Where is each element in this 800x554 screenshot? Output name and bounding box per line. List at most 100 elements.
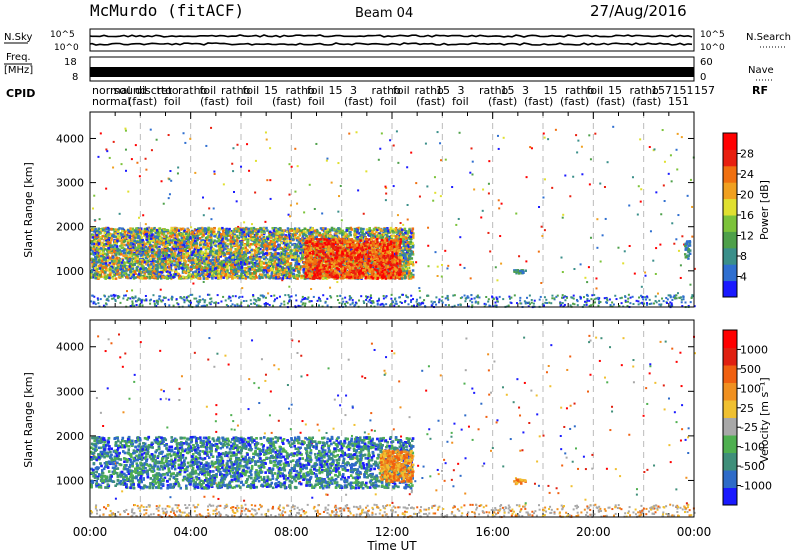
data-point	[639, 302, 642, 305]
cpid-item: foil	[243, 84, 260, 97]
data-point	[132, 257, 136, 260]
data-point	[458, 131, 461, 134]
data-point	[675, 294, 678, 297]
ytick-label: 4000	[56, 132, 84, 145]
data-point	[238, 256, 241, 260]
data-point	[282, 239, 286, 243]
data-point	[131, 302, 134, 305]
data-point	[255, 304, 258, 307]
data-point	[243, 269, 247, 272]
data-point	[465, 297, 468, 300]
data-point	[199, 272, 202, 276]
data-point	[487, 298, 490, 301]
data-point	[357, 226, 361, 230]
data-point	[415, 261, 418, 264]
data-point	[302, 302, 305, 305]
data-point	[248, 169, 251, 172]
data-point	[537, 250, 540, 253]
data-point	[599, 301, 602, 304]
data-point	[142, 234, 146, 237]
data-point	[282, 233, 285, 236]
data-point	[406, 166, 409, 169]
data-point	[195, 267, 199, 271]
data-point	[369, 301, 372, 304]
data-point	[547, 138, 550, 141]
data-point	[370, 300, 373, 303]
data-point	[134, 295, 137, 298]
data-point	[99, 298, 102, 301]
data-point	[691, 205, 694, 208]
data-point	[268, 253, 272, 256]
data-point	[322, 294, 325, 297]
data-point	[171, 263, 175, 267]
data-point	[143, 273, 147, 276]
data-point	[144, 267, 148, 270]
data-point	[193, 249, 196, 252]
data-point	[658, 299, 661, 302]
data-point	[412, 298, 415, 301]
data-point	[278, 244, 282, 247]
data-point	[213, 172, 216, 175]
data-point	[384, 199, 387, 202]
data-point	[372, 301, 375, 304]
data-point	[151, 276, 154, 279]
data-point	[370, 232, 374, 236]
data-point	[575, 298, 578, 301]
data-point	[132, 297, 135, 300]
data-point	[300, 251, 304, 254]
data-point	[240, 233, 243, 237]
data-point	[676, 292, 679, 295]
data-point	[152, 240, 155, 244]
cpid-item: sound	[114, 84, 147, 97]
data-point	[302, 245, 306, 249]
data-point	[272, 259, 275, 262]
data-point	[150, 231, 153, 235]
data-point	[262, 235, 266, 239]
data-point	[507, 304, 510, 307]
data-point	[251, 242, 255, 246]
data-point	[218, 246, 221, 249]
data-point	[257, 250, 260, 253]
data-point	[398, 234, 401, 238]
data-point	[111, 269, 114, 272]
data-point	[289, 277, 292, 280]
data-point	[134, 234, 137, 238]
data-point	[348, 132, 351, 135]
data-point	[142, 231, 145, 235]
data-point	[255, 230, 258, 234]
data-point	[402, 276, 405, 280]
data-point	[277, 243, 280, 247]
data-point	[541, 303, 544, 306]
data-point	[640, 294, 643, 297]
data-point	[96, 244, 99, 248]
data-point	[258, 299, 261, 302]
cpid-item: 15	[329, 84, 343, 97]
data-point	[597, 296, 600, 299]
data-point	[297, 259, 300, 263]
data-point	[377, 158, 380, 161]
data-point	[679, 264, 682, 267]
data-point	[397, 161, 400, 164]
data-point	[150, 298, 153, 301]
data-point	[220, 260, 224, 264]
data-point	[258, 235, 262, 239]
data-point	[197, 227, 200, 230]
data-point	[279, 257, 282, 260]
data-point	[418, 303, 421, 306]
data-point	[140, 299, 143, 302]
data-point	[131, 227, 135, 231]
data-point	[202, 234, 205, 237]
data-point	[294, 147, 297, 150]
data-point	[544, 301, 547, 304]
data-point	[626, 305, 629, 308]
data-point	[205, 270, 209, 274]
data-point	[362, 300, 365, 303]
data-point	[572, 297, 575, 300]
data-point	[241, 259, 245, 263]
data-point	[601, 234, 604, 237]
data-point	[218, 232, 222, 235]
data-point	[194, 171, 197, 174]
data-point	[427, 226, 430, 229]
data-point	[235, 243, 238, 246]
data-point	[230, 238, 233, 241]
